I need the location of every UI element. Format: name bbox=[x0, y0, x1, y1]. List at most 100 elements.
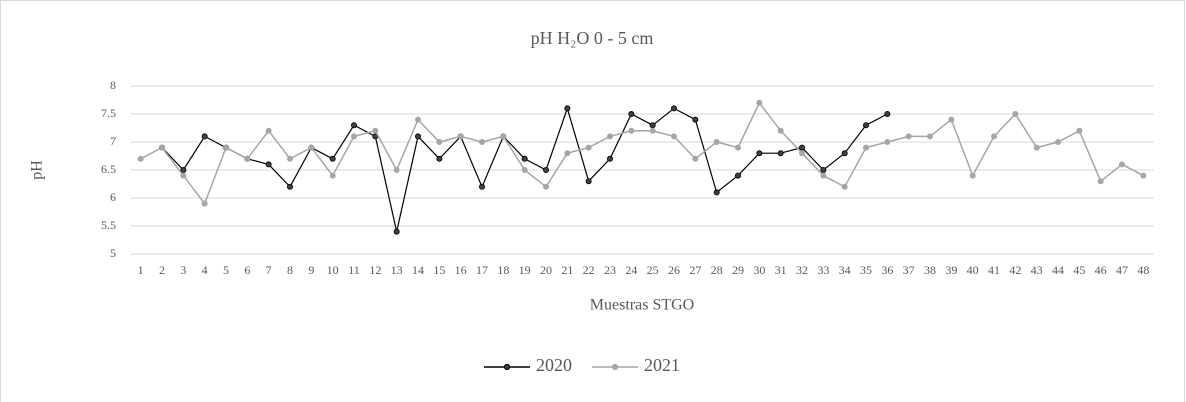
data-point bbox=[414, 133, 421, 140]
data-point bbox=[799, 144, 806, 151]
x-tick-label: 22 bbox=[583, 263, 595, 277]
data-point bbox=[265, 161, 272, 168]
y-tick-label: 5.5 bbox=[101, 218, 116, 232]
data-point bbox=[286, 183, 293, 190]
data-point bbox=[607, 133, 614, 140]
data-point bbox=[628, 127, 635, 134]
data-point bbox=[137, 155, 144, 162]
y-tick-label: 5 bbox=[110, 246, 116, 260]
x-tick-label: 27 bbox=[689, 263, 701, 277]
x-tick-label: 6 bbox=[244, 263, 250, 277]
x-tick-label: 12 bbox=[369, 263, 381, 277]
data-point bbox=[607, 155, 614, 162]
x-tick-label: 16 bbox=[455, 263, 467, 277]
data-point bbox=[158, 144, 165, 151]
data-point bbox=[543, 183, 550, 190]
data-point bbox=[521, 155, 528, 162]
x-tick-label: 20 bbox=[540, 263, 552, 277]
data-point bbox=[948, 116, 955, 123]
x-tick-label: 30 bbox=[753, 263, 765, 277]
data-point bbox=[585, 144, 592, 151]
data-point bbox=[478, 183, 485, 190]
x-tick-label: 24 bbox=[625, 263, 637, 277]
y-tick-label: 6 bbox=[110, 190, 116, 204]
data-point bbox=[777, 127, 784, 134]
x-tick-label: 42 bbox=[1009, 263, 1021, 277]
data-point bbox=[1012, 111, 1019, 118]
x-tick-label: 10 bbox=[327, 263, 339, 277]
data-point bbox=[713, 138, 720, 145]
series-line bbox=[140, 101, 1144, 206]
x-tick-label: 31 bbox=[775, 263, 787, 277]
x-tick-label: 19 bbox=[519, 263, 531, 277]
y-axis-title: pH bbox=[29, 160, 46, 180]
x-tick-label: 36 bbox=[881, 263, 893, 277]
x-tick-label: 40 bbox=[967, 263, 979, 277]
data-point bbox=[841, 150, 848, 157]
x-tick-label: 32 bbox=[796, 263, 808, 277]
data-point bbox=[180, 172, 187, 179]
data-point bbox=[1140, 172, 1147, 179]
data-point bbox=[329, 155, 336, 162]
data-point bbox=[991, 133, 998, 140]
x-tick-label: 35 bbox=[860, 263, 872, 277]
x-tick-label: 5 bbox=[223, 263, 229, 277]
data-point bbox=[884, 111, 891, 118]
legend-label: 2021 bbox=[644, 355, 680, 375]
data-point bbox=[820, 166, 827, 173]
data-point bbox=[244, 155, 251, 162]
data-point bbox=[478, 138, 485, 145]
data-point bbox=[905, 133, 912, 140]
data-point bbox=[393, 166, 400, 173]
data-point bbox=[222, 144, 229, 151]
data-point bbox=[521, 166, 528, 173]
data-point bbox=[671, 133, 678, 140]
legend-marker bbox=[611, 363, 619, 371]
data-point bbox=[286, 155, 293, 162]
data-point bbox=[350, 133, 357, 140]
y-tick-label: 8 bbox=[110, 78, 116, 92]
x-tick-label: 37 bbox=[903, 263, 915, 277]
x-tick-label: 26 bbox=[668, 263, 680, 277]
x-tick-label: 34 bbox=[839, 263, 851, 277]
data-point bbox=[393, 228, 400, 235]
data-point bbox=[1076, 127, 1083, 134]
x-tick-label: 1 bbox=[138, 263, 144, 277]
x-tick-label: 47 bbox=[1116, 263, 1128, 277]
x-tick-label: 9 bbox=[308, 263, 314, 277]
data-point bbox=[457, 133, 464, 140]
data-point bbox=[585, 178, 592, 185]
x-tick-label: 45 bbox=[1073, 263, 1085, 277]
x-tick-label: 8 bbox=[287, 263, 293, 277]
data-point bbox=[564, 105, 571, 112]
data-point bbox=[969, 172, 976, 179]
x-tick-label: 15 bbox=[433, 263, 445, 277]
data-point bbox=[799, 150, 806, 157]
legend-marker bbox=[503, 363, 511, 371]
data-point bbox=[628, 111, 635, 118]
data-point bbox=[756, 150, 763, 157]
data-point bbox=[543, 166, 550, 173]
y-tick-label: 7.5 bbox=[101, 106, 116, 120]
x-tick-label: 14 bbox=[412, 263, 424, 277]
x-tick-label: 2 bbox=[159, 263, 165, 277]
data-point bbox=[1097, 178, 1104, 185]
x-tick-label: 3 bbox=[180, 263, 186, 277]
data-point bbox=[201, 133, 208, 140]
chart-title: pH H₂O 0 - 5 cm bbox=[531, 28, 654, 48]
x-tick-label: 43 bbox=[1031, 263, 1043, 277]
data-point bbox=[692, 116, 699, 123]
x-tick-label: 18 bbox=[497, 263, 509, 277]
data-point bbox=[265, 127, 272, 134]
data-point bbox=[649, 122, 656, 129]
x-axis-title: Muestras STGO bbox=[590, 297, 694, 314]
data-point bbox=[1055, 138, 1062, 145]
data-point bbox=[863, 144, 870, 151]
data-point bbox=[329, 172, 336, 179]
y-tick-label: 7 bbox=[110, 134, 116, 148]
data-point bbox=[1119, 161, 1126, 168]
data-point bbox=[692, 155, 699, 162]
